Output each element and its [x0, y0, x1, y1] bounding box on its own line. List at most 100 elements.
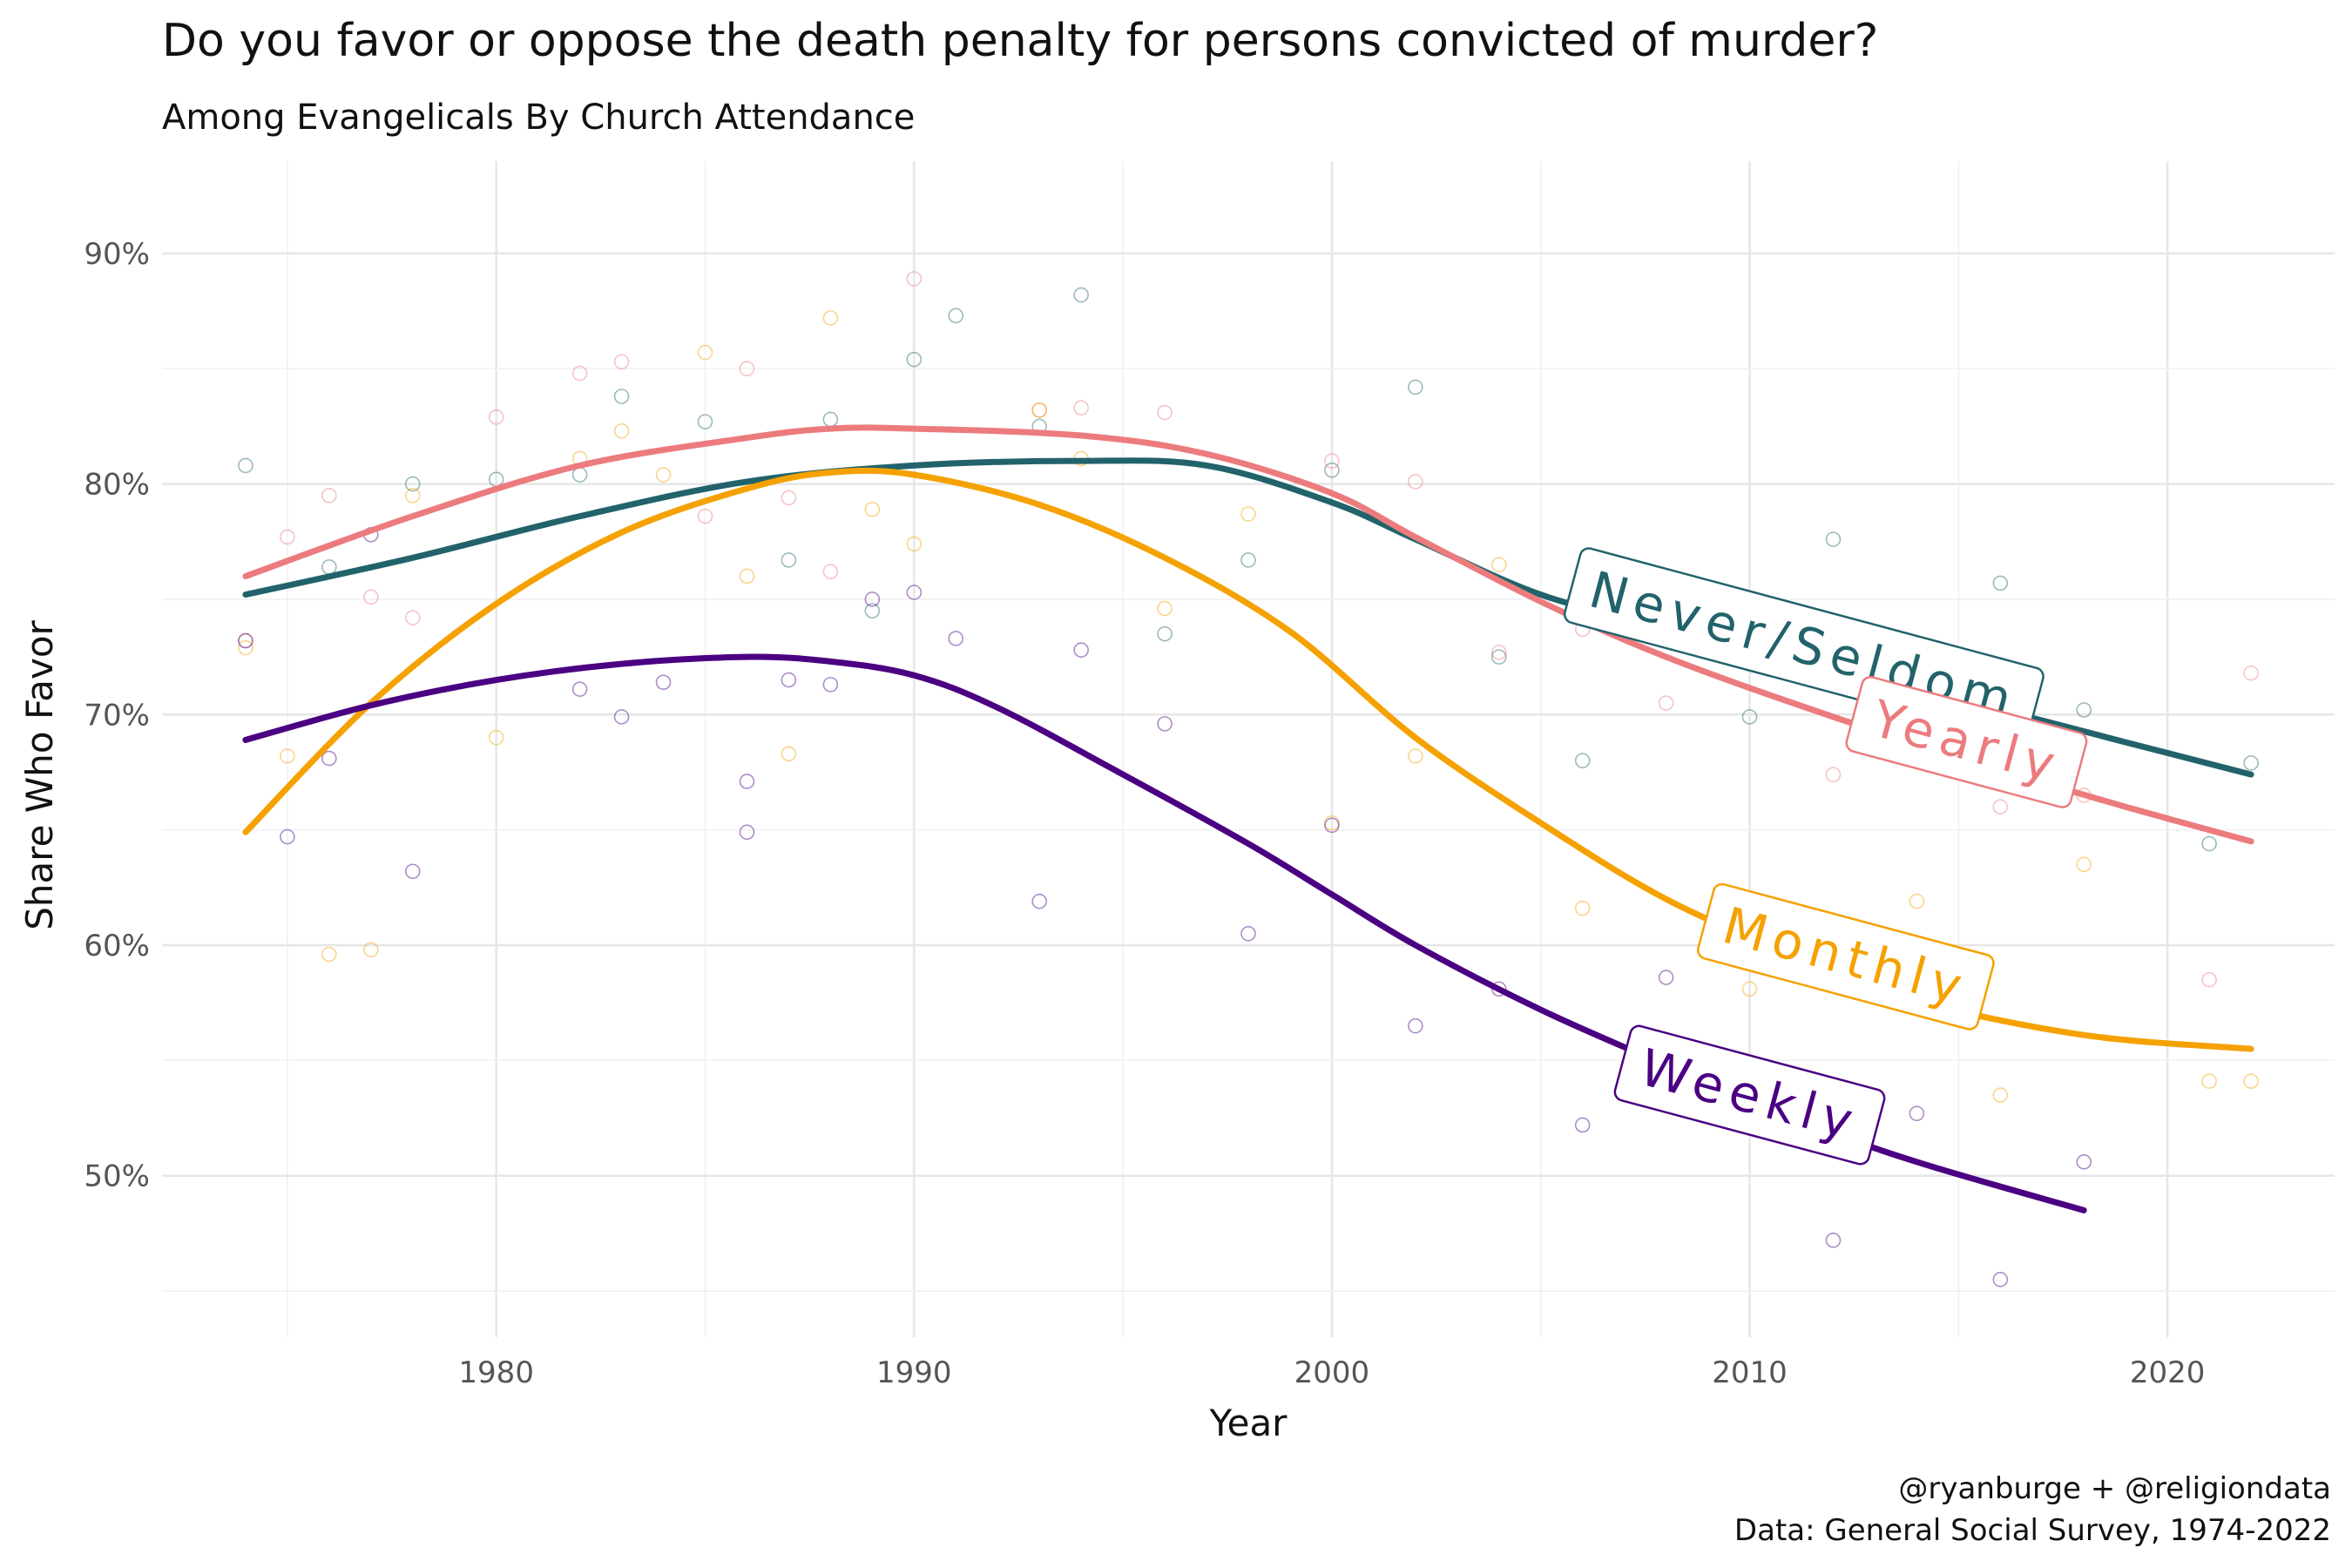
point-never-seldom [1240, 552, 1256, 568]
point-monthly [697, 344, 713, 361]
point-monthly [1741, 981, 1758, 997]
x-tick-label: 1990 [876, 1355, 952, 1390]
point-yearly [363, 589, 379, 605]
point-weekly [864, 591, 881, 607]
x-tick-label: 2010 [1712, 1355, 1788, 1390]
point-yearly [1031, 402, 1047, 418]
label-box-yearly [1845, 675, 2088, 808]
point-yearly [739, 361, 755, 377]
point-weekly [781, 672, 797, 688]
point-monthly [1157, 600, 1173, 617]
point-never-seldom [1157, 625, 1173, 642]
point-yearly [1992, 799, 2009, 814]
point-weekly [1031, 893, 1047, 909]
point-weekly [906, 585, 923, 600]
point-weekly [1992, 1272, 2009, 1288]
point-yearly [1825, 767, 1842, 782]
point-monthly [781, 746, 797, 762]
point-monthly [1240, 506, 1256, 522]
y-tick-label: 70% [84, 698, 150, 733]
point-monthly [1574, 900, 1591, 916]
point-weekly [280, 828, 295, 845]
point-weekly [238, 632, 253, 649]
point-weekly [1658, 970, 1674, 985]
point-weekly [321, 750, 337, 767]
point-weekly [2076, 1154, 2092, 1170]
point-never-seldom [1741, 709, 1758, 725]
point-yearly [1073, 400, 1089, 416]
x-axis-title: Year [1209, 1402, 1288, 1444]
x-tick-label: 2000 [1294, 1355, 1370, 1390]
point-monthly [1408, 748, 1423, 764]
point-monthly [1490, 557, 1507, 573]
point-never-seldom [613, 389, 630, 404]
point-yearly [613, 354, 630, 370]
point-weekly [1073, 642, 1089, 658]
point-never-seldom [321, 559, 337, 575]
point-weekly [655, 674, 672, 691]
point-yearly [1490, 645, 1507, 660]
point-never-seldom [1992, 575, 2009, 591]
point-yearly [906, 271, 923, 287]
y-tick-label: 50% [84, 1159, 150, 1194]
point-never-seldom [2076, 702, 2092, 718]
point-weekly [1408, 1017, 1423, 1034]
point-never-seldom [1408, 379, 1423, 395]
point-monthly [363, 942, 379, 958]
point-never-seldom [2243, 755, 2259, 771]
point-monthly [739, 568, 755, 585]
label-text-monthly: Monthly [1717, 896, 1975, 1017]
y-axis-title: Share Who Favor [18, 619, 61, 929]
point-yearly [1408, 474, 1423, 490]
chart-subtitle: Among Evangelicals By Church Attendance [162, 98, 915, 138]
point-monthly [2076, 856, 2092, 873]
point-yearly [781, 490, 797, 506]
point-weekly [1909, 1105, 1925, 1122]
point-never-seldom [2201, 835, 2217, 852]
point-yearly [571, 365, 588, 382]
label-box-monthly [1697, 882, 1995, 1031]
point-weekly [1825, 1233, 1842, 1248]
point-yearly [2243, 665, 2259, 681]
point-monthly [1324, 814, 1340, 831]
x-tick-label: 2020 [2130, 1355, 2206, 1390]
point-never-seldom [864, 603, 881, 618]
point-monthly [822, 310, 839, 326]
point-never-seldom [1490, 649, 1507, 665]
line-yearly [242, 424, 2254, 845]
point-weekly [1324, 817, 1340, 834]
point-yearly [2201, 971, 2217, 988]
y-tick-label: 80% [84, 468, 150, 503]
point-yearly [1658, 695, 1674, 711]
point-never-seldom [571, 467, 588, 483]
x-tick-label: 1980 [458, 1355, 534, 1390]
point-yearly [238, 632, 253, 649]
point-yearly [697, 508, 713, 524]
point-weekly [822, 677, 839, 693]
point-never-seldom [238, 457, 253, 474]
point-monthly [488, 729, 504, 746]
point-yearly [321, 488, 337, 504]
point-yearly [488, 409, 504, 425]
point-monthly [404, 488, 421, 504]
point-never-seldom [1825, 531, 1842, 547]
label-monthly: Monthly [1697, 882, 1995, 1031]
point-never-seldom [781, 552, 797, 568]
point-yearly [822, 564, 839, 579]
point-weekly [404, 863, 421, 880]
point-yearly [280, 529, 295, 545]
point-monthly [1031, 402, 1047, 418]
point-monthly [1909, 893, 1925, 909]
point-monthly [655, 467, 672, 483]
point-monthly [2201, 1073, 2217, 1089]
y-tick-label: 90% [84, 237, 150, 272]
point-weekly [739, 774, 755, 789]
label-weekly: Weekly [1613, 1024, 1886, 1166]
point-yearly [404, 610, 421, 625]
point-weekly [948, 631, 964, 646]
point-never-seldom [1073, 287, 1089, 303]
point-monthly [906, 536, 923, 552]
point-never-seldom [404, 476, 421, 492]
